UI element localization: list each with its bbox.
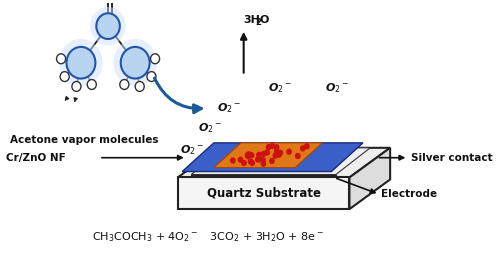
Circle shape	[276, 152, 282, 158]
Polygon shape	[178, 178, 350, 209]
Circle shape	[248, 152, 254, 158]
Circle shape	[272, 153, 278, 159]
Circle shape	[150, 54, 160, 64]
Circle shape	[238, 157, 244, 163]
Circle shape	[304, 143, 310, 150]
Text: Electrode: Electrode	[381, 189, 437, 199]
Text: Acetone vapor molecules: Acetone vapor molecules	[10, 135, 159, 145]
Circle shape	[286, 148, 292, 155]
Text: 2: 2	[256, 18, 262, 27]
Circle shape	[56, 54, 66, 64]
Circle shape	[260, 151, 266, 157]
Circle shape	[66, 47, 96, 79]
Circle shape	[96, 13, 120, 39]
Text: CH$_3$COCH$_3$ + 4O$_2$$^-$   3CO$_2$ + 3H$_2$O + 8e$^-$: CH$_3$COCH$_3$ + 4O$_2$$^-$ 3CO$_2$ + 3H…	[92, 230, 324, 244]
Circle shape	[274, 148, 280, 154]
Circle shape	[120, 80, 129, 89]
Circle shape	[278, 150, 283, 156]
Circle shape	[90, 7, 126, 45]
Circle shape	[256, 156, 262, 162]
Circle shape	[256, 152, 262, 158]
Text: O: O	[259, 15, 268, 25]
Circle shape	[88, 80, 96, 89]
Circle shape	[248, 158, 254, 165]
Polygon shape	[350, 148, 390, 209]
Circle shape	[244, 152, 250, 158]
Circle shape	[230, 157, 236, 164]
Text: O$_2$$^-$: O$_2$$^-$	[325, 82, 349, 95]
Circle shape	[245, 153, 251, 159]
Polygon shape	[191, 148, 370, 174]
Circle shape	[269, 158, 275, 164]
Circle shape	[135, 82, 144, 92]
Circle shape	[114, 39, 157, 87]
Circle shape	[295, 153, 300, 159]
Circle shape	[72, 82, 81, 92]
Text: 3H: 3H	[244, 15, 260, 25]
Text: O$_2$$^-$: O$_2$$^-$	[216, 101, 240, 115]
Text: Cr/ZnO NF: Cr/ZnO NF	[6, 153, 66, 163]
Text: O$_2$$^-$: O$_2$$^-$	[268, 82, 292, 95]
Circle shape	[250, 160, 255, 166]
Polygon shape	[178, 148, 390, 178]
Circle shape	[147, 72, 156, 82]
Circle shape	[260, 160, 266, 167]
Circle shape	[59, 39, 102, 87]
Circle shape	[120, 47, 150, 79]
Text: Silver contact: Silver contact	[411, 153, 492, 163]
Circle shape	[274, 144, 280, 150]
Circle shape	[300, 145, 306, 152]
Circle shape	[266, 144, 272, 150]
Circle shape	[270, 143, 275, 149]
Circle shape	[260, 157, 266, 163]
Circle shape	[246, 151, 252, 158]
Text: O$_2$$^-$: O$_2$$^-$	[198, 121, 222, 135]
Circle shape	[60, 72, 69, 82]
Polygon shape	[214, 143, 322, 168]
Circle shape	[264, 149, 270, 156]
Polygon shape	[182, 143, 363, 172]
Circle shape	[241, 160, 247, 166]
Circle shape	[255, 156, 261, 162]
Text: Quartz Substrate: Quartz Substrate	[206, 187, 320, 200]
Text: O$_2$$^-$: O$_2$$^-$	[180, 143, 204, 157]
